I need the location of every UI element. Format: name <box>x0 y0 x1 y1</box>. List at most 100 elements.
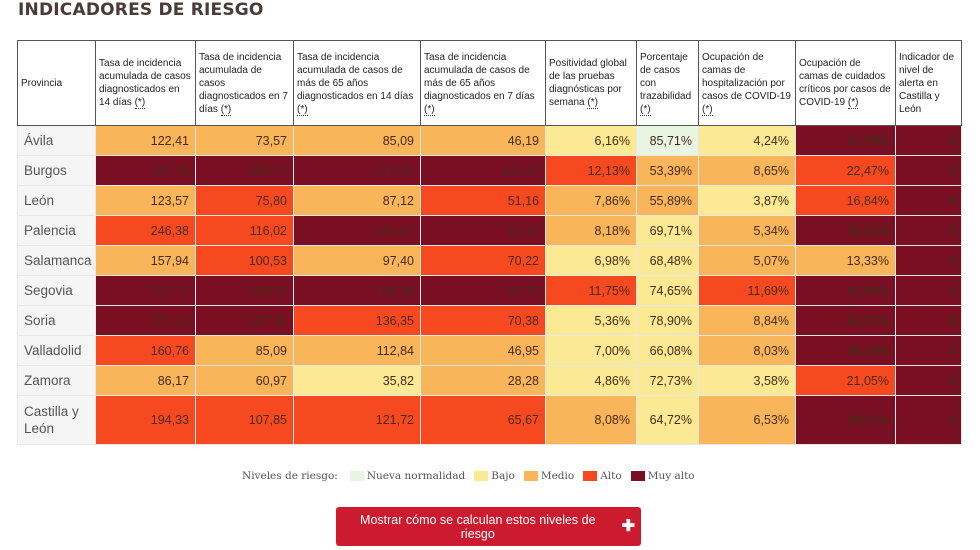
legend-item-label: Bajo <box>491 470 515 482</box>
table-row: León 123,57 75,80 87,12 51,16 7,86% 55,89% 3,87… <box>17 185 962 216</box>
footnote-marker[interactable]: (*) <box>424 103 435 116</box>
indicator-value: 107,85 <box>195 395 294 445</box>
indicator-value: 74,65% <box>636 275 699 306</box>
indicator-value: 5,34% <box>698 215 796 246</box>
indicator-value: 82,31 <box>420 215 546 246</box>
indicator-value: 86,17 <box>95 365 196 396</box>
indicator-value: 69,71% <box>636 215 699 246</box>
indicator-value: 147,38 <box>195 305 294 336</box>
indicator-value: 64,71% <box>795 305 896 336</box>
indicator-value: 85,71% <box>636 125 699 156</box>
indicator-value: 3,58% <box>698 365 796 396</box>
indicator-value: 186,77 <box>195 155 294 186</box>
indicator-value: 121,23 <box>420 155 546 186</box>
indicator-value: 215,65 <box>293 155 421 186</box>
legend-item-label: Alto <box>600 470 622 482</box>
indicator-value: 160,76 <box>95 335 196 366</box>
indicator-value: 65,67 <box>420 395 546 445</box>
indicator-value: 64,72% <box>636 395 699 445</box>
indicator-value: 4 <box>895 155 962 186</box>
table-row: Segovia 357,71 168,10 186,36 91,75 11,75% 74,6… <box>17 275 962 306</box>
column-header-text: Positividad global de las pruebas diagnó… <box>549 58 627 108</box>
indicator-value: 21,05% <box>795 365 896 396</box>
province-name: Burgos <box>17 155 96 186</box>
indicator-value: 100,53 <box>195 245 294 276</box>
column-header: Indicador de nivel de alerta en Castilla… <box>895 40 962 126</box>
legend-item-label: Nueva normalidad <box>366 470 466 482</box>
column-header: Provincia <box>17 40 96 126</box>
footnote-marker[interactable]: (*) <box>587 97 598 109</box>
province-name: Zamora <box>17 365 96 396</box>
indicator-value: 4,86% <box>545 365 637 396</box>
indicator-value: 73,57 <box>195 125 294 156</box>
province-name: Ávila <box>17 125 96 156</box>
indicator-value: 157,94 <box>95 245 196 276</box>
footnote-marker[interactable]: (*) <box>847 97 859 109</box>
indicator-value: 136,35 <box>293 305 421 336</box>
table-row: Zamora 86,17 60,97 35,82 28,28 4,86% 72,73% 3,5… <box>17 365 962 396</box>
indicator-value: 5,36% <box>545 305 637 336</box>
indicator-value: 4 <box>895 125 962 156</box>
indicator-value: 12,13% <box>545 155 637 186</box>
indicator-value: 4 <box>895 185 962 216</box>
indicator-value: 193,67 <box>293 215 421 246</box>
footnote-marker[interactable]: (*) <box>220 103 232 116</box>
indicator-value: 4 <box>895 245 962 276</box>
indicator-value: 53,39% <box>636 155 699 186</box>
indicator-value: 8,84% <box>698 305 796 336</box>
indicator-value: 4 <box>895 395 962 445</box>
indicator-value: 72,73% <box>636 365 699 396</box>
footnote-marker[interactable]: (*) <box>640 103 651 116</box>
indicator-value: 46,19 <box>420 125 546 156</box>
table-row: Soria 271,14 147,38 136,35 70,38 5,36% 78,90% 8… <box>17 305 962 336</box>
legend-swatch <box>349 471 364 481</box>
column-header-text: Ocupación de camas de cuidados críticos … <box>799 58 891 108</box>
column-header-text: Tasa de incidencia acumulada de casos di… <box>99 58 191 108</box>
province-name: Castilla y León <box>17 395 96 445</box>
column-header-text: Tasa de incidencia acumulada de casos de… <box>297 51 414 102</box>
indicator-value: 6,98% <box>545 245 637 276</box>
indicator-value: 6,16% <box>545 125 637 156</box>
indicator-value: 38,10% <box>795 335 896 366</box>
indicator-value: 28,28 <box>420 365 546 396</box>
indicator-value: 4,24% <box>698 125 796 156</box>
show-calculation-button[interactable]: Mostrar cómo se calculan estos niveles d… <box>336 507 641 546</box>
footnote-marker[interactable]: (*) <box>702 103 713 116</box>
province-name: Valladolid <box>17 335 96 366</box>
show-calculation-label: Mostrar cómo se calculan estos niveles d… <box>360 512 596 541</box>
indicator-value: 27,78% <box>795 125 896 156</box>
column-header: Ocupación de camas de hospitalización po… <box>698 40 796 126</box>
indicator-value: 4 <box>895 275 962 306</box>
province-name: Palencia <box>17 215 96 246</box>
province-name: León <box>17 185 96 216</box>
footnote-marker[interactable]: (*) <box>134 97 146 109</box>
indicator-value: 28,11% <box>795 395 896 445</box>
indicator-value: 13,33% <box>795 245 896 276</box>
legend-item-label: Muy alto <box>647 470 695 482</box>
indicator-value: 75,80 <box>195 185 294 216</box>
province-name: Soria <box>17 305 96 336</box>
column-header: Porcentaje de casos con trazabilidad (*) <box>636 40 699 126</box>
legend-label: Niveles de riesgo: <box>242 470 338 482</box>
legend-swatch <box>583 471 598 481</box>
indicator-value: 4 <box>895 335 962 366</box>
indicator-value: 116,02 <box>195 215 294 246</box>
indicator-value: 7,00% <box>545 335 637 366</box>
indicator-value: 3,87% <box>698 185 796 216</box>
indicator-value: 4 <box>895 365 962 396</box>
indicator-value: 70,22 <box>420 245 546 276</box>
column-header: Tasa de incidencia acumulada de casos de… <box>420 40 546 126</box>
indicator-value: 7,86% <box>545 185 637 216</box>
indicator-value: 8,03% <box>698 335 796 366</box>
indicator-value: 60,97 <box>195 365 294 396</box>
indicator-value: 91,75 <box>420 275 546 306</box>
column-header: Tasa de incidencia acumulada de casos di… <box>195 40 294 126</box>
footnote-marker[interactable]: (*) <box>297 103 308 116</box>
province-name: Segovia <box>17 275 96 306</box>
column-header: Tasa de incidencia acumulada de casos de… <box>293 40 421 126</box>
indicator-value: 55,89% <box>636 185 699 216</box>
indicator-value: 246,38 <box>95 215 196 246</box>
indicator-value: 112,84 <box>293 335 421 366</box>
indicator-value: 8,65% <box>698 155 796 186</box>
column-header: Ocupación de camas de cuidados críticos … <box>795 40 896 126</box>
